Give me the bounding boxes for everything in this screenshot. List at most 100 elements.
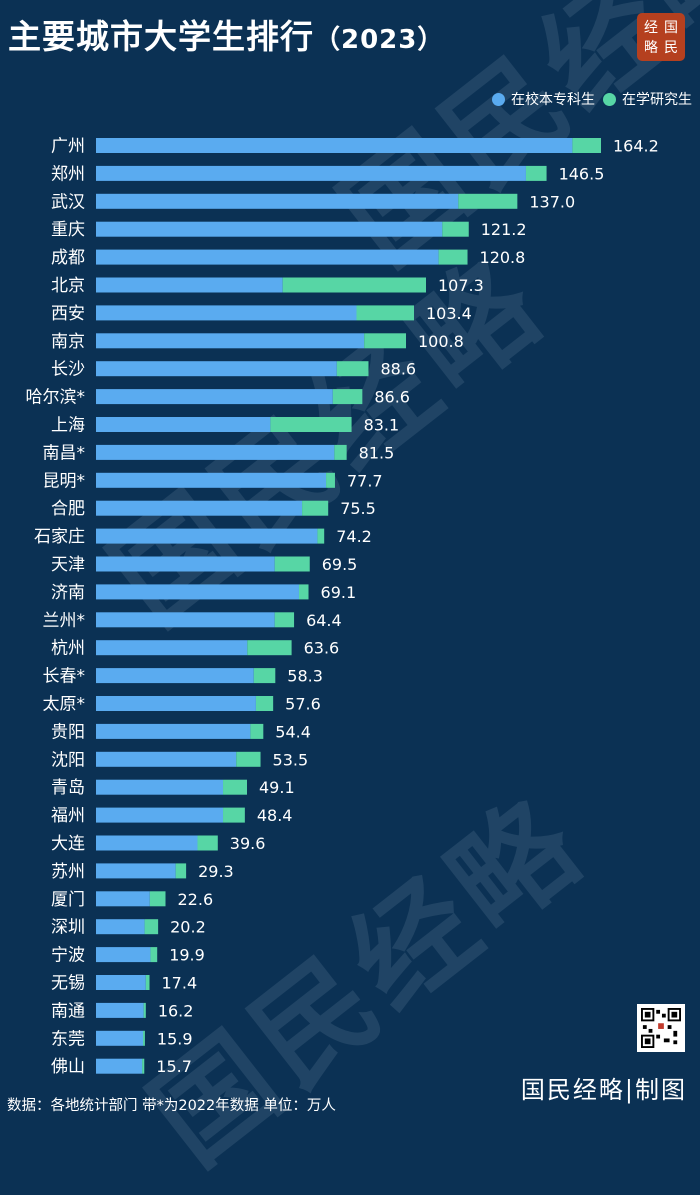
category-label: 郑州: [51, 164, 85, 184]
bar-grad: [356, 305, 415, 321]
bar-undergrad: [96, 975, 146, 990]
category-label: 南昌*: [43, 443, 86, 463]
category-label: 大连: [51, 834, 85, 854]
bar-grad: [274, 556, 310, 572]
category-label: 佛山: [51, 1057, 85, 1077]
total-value-label: 20.2: [170, 918, 206, 937]
bar-undergrad: [96, 668, 254, 684]
category-label: 合肥: [51, 499, 85, 519]
bar-undergrad: [96, 528, 318, 544]
bar-undergrad: [96, 417, 271, 432]
bar-undergrad: [96, 891, 150, 907]
category-label: 石家庄: [34, 527, 85, 547]
category-label: 无锡: [51, 974, 85, 994]
bar-undergrad: [96, 779, 224, 795]
category-label: 哈尔滨*: [26, 388, 86, 408]
category-label: 西安: [51, 304, 85, 324]
source-note: 数据：各地统计部门 带*为2022年数据 单位：万人: [7, 1098, 336, 1114]
bar-grad: [298, 584, 309, 600]
bar-grad: [255, 696, 274, 711]
bar-grad: [336, 361, 369, 377]
total-value-label: 39.6: [230, 834, 266, 853]
bar-grad: [572, 138, 601, 153]
total-value-label: 69.1: [321, 583, 357, 602]
bar-undergrad: [96, 361, 337, 377]
bar-grad: [144, 919, 159, 935]
total-value-label: 88.6: [380, 360, 416, 379]
total-value-label: 120.8: [480, 248, 526, 267]
total-value-label: 16.2: [158, 1001, 194, 1020]
legend-swatch-undergrad: [492, 92, 505, 106]
bar-grad: [253, 668, 276, 684]
logo-char: 民: [664, 40, 678, 56]
category-label: 苏州: [51, 862, 85, 882]
category-label: 重庆: [51, 220, 85, 240]
page-title: 主要城市大学生排行（2023）: [8, 10, 444, 58]
bar-undergrad: [96, 556, 275, 572]
bar-undergrad: [96, 751, 237, 767]
bar-undergrad: [96, 500, 303, 516]
total-value-label: 15.7: [156, 1057, 192, 1076]
category-label: 兰州*: [43, 611, 86, 631]
bar-grad: [334, 444, 347, 460]
category-label: 广州: [51, 137, 85, 157]
bar-undergrad: [96, 333, 365, 349]
category-label: 太原*: [43, 695, 86, 715]
category-label: 天津: [51, 555, 85, 575]
bar-grad: [442, 221, 469, 237]
total-value-label: 17.4: [162, 974, 198, 993]
bar-grad: [438, 249, 468, 265]
bar-grad: [364, 333, 407, 349]
bar-grad: [175, 863, 187, 879]
bar-grad: [149, 891, 166, 907]
category-label: 福州: [51, 806, 85, 826]
qr-code-icon: [641, 1008, 681, 1048]
bar-grad: [150, 947, 158, 963]
bar-grad: [326, 472, 335, 488]
qr-code[interactable]: [637, 1004, 685, 1052]
bar-undergrad: [96, 612, 275, 628]
bar-grad: [223, 807, 245, 823]
bar-grad: [236, 751, 261, 767]
bar-grad: [143, 1030, 145, 1046]
title-text: 主要城市大学生排行: [8, 17, 314, 56]
bar-undergrad: [96, 472, 327, 488]
bar-undergrad: [96, 444, 335, 460]
bar-grad: [223, 779, 248, 795]
total-value-label: 146.5: [559, 164, 605, 183]
total-value-label: 121.2: [481, 220, 527, 239]
bar-undergrad: [96, 1058, 143, 1074]
total-value-label: 64.4: [306, 611, 342, 630]
total-value-label: 75.5: [340, 499, 376, 518]
legend-item-undergrad: 在校本专科生: [492, 89, 595, 109]
category-label: 南通: [51, 1001, 85, 1021]
category-label: 宁波: [51, 946, 85, 966]
bar-grad: [247, 640, 292, 656]
bar-undergrad: [96, 277, 283, 293]
bar-undergrad: [96, 1030, 144, 1046]
bar-undergrad: [96, 1002, 144, 1018]
total-value-label: 81.5: [359, 443, 395, 462]
legend-swatch-grad: [603, 92, 616, 106]
category-label: 武汉: [51, 192, 85, 212]
bar-grad: [145, 975, 150, 990]
bar-undergrad: [96, 389, 333, 405]
bar-grad: [250, 723, 264, 739]
logo-char: 国: [664, 20, 678, 36]
bar-grad: [197, 835, 218, 851]
bar-grad: [143, 1002, 146, 1018]
bar-undergrad: [96, 919, 145, 935]
bar-undergrad: [96, 138, 573, 153]
bar-grad: [332, 389, 363, 405]
bar-grad: [525, 165, 547, 181]
total-value-label: 164.2: [613, 137, 659, 156]
total-value-label: 74.2: [336, 527, 372, 546]
bar-grad: [317, 528, 325, 544]
category-label: 长沙: [51, 360, 85, 380]
bar-grad: [270, 417, 352, 432]
bar-grad: [142, 1058, 145, 1074]
total-value-label: 69.5: [322, 555, 358, 574]
logo-char: 略: [644, 40, 658, 56]
total-value-label: 100.8: [418, 332, 464, 351]
bar-undergrad: [96, 640, 248, 656]
